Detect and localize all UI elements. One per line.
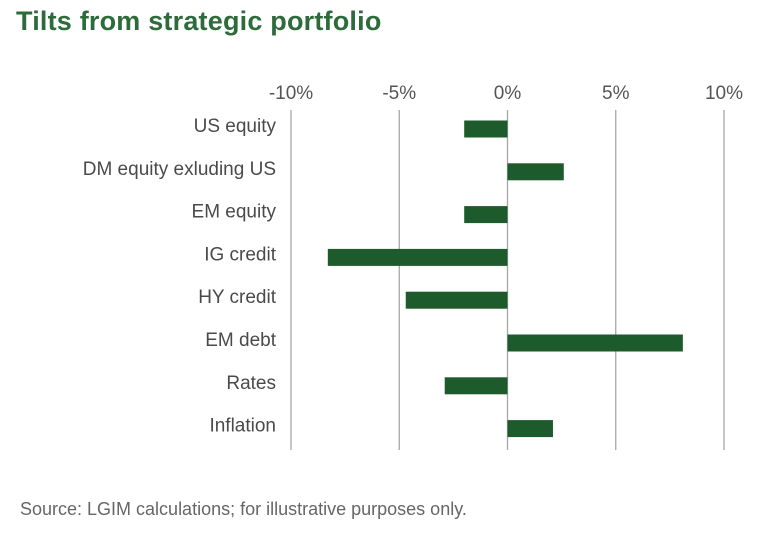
x-tick-label: 0% (494, 83, 522, 104)
category-labels: US equity DM equity exluding US EM equity I… (83, 116, 277, 437)
x-tick-label: 5% (602, 83, 630, 104)
bars (327, 120, 683, 438)
category-label: Inflation (209, 416, 276, 437)
source-note: Source: LGIM calculations; for illustrat… (20, 499, 467, 519)
category-label: Rates (226, 373, 276, 394)
category-label: HY credit (198, 287, 277, 308)
x-tick-label: 10% (705, 83, 743, 104)
x-tick-label: -10% (269, 83, 313, 104)
category-label: DM equity exluding US (83, 159, 276, 180)
bar (327, 248, 508, 266)
gridlines (290, 110, 725, 450)
bar (405, 291, 508, 309)
bar (507, 420, 553, 438)
category-label: IG credit (204, 244, 277, 265)
bar (464, 120, 508, 138)
bar (444, 377, 508, 395)
category-label: US equity (194, 116, 277, 137)
category-label: EM debt (205, 330, 276, 351)
bar (507, 334, 683, 352)
chart-title: Tilts from strategic portfolio (16, 6, 382, 36)
category-label: EM equity (192, 202, 277, 223)
bar (507, 163, 564, 181)
bar (464, 206, 508, 224)
x-axis-ticks: -10% -5% 0% 5% 10% (269, 83, 743, 104)
x-tick-label: -5% (382, 83, 416, 104)
